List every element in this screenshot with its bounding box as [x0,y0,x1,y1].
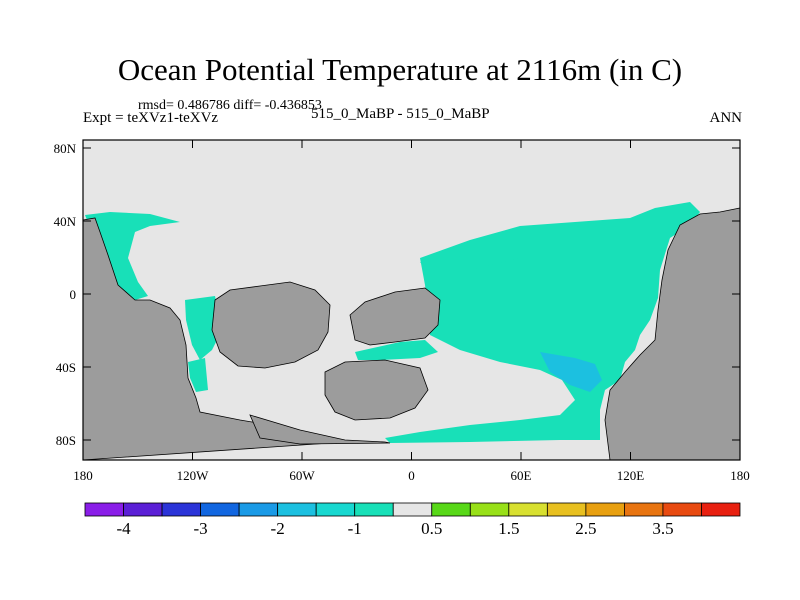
anomaly-north-band [85,212,180,300]
colorbar-label: 3.5 [652,519,673,538]
lon-label: 120W [177,468,210,483]
lon-label: 60W [289,468,315,483]
land-south-coast [249,414,391,445]
colorbar-swatch [546,502,587,517]
anomaly-central-band [355,340,438,360]
colorbar: -4 -3 -2 -1 0.5 1.5 2.5 3.5 [84,502,741,538]
season-label: ANN [709,110,743,126]
colorbar-label: -3 [194,519,208,538]
colorbar-swatch [354,502,394,517]
lat-axis: 80N 40N 0 40S 80S [54,141,740,448]
colorbar-swatch [701,502,741,517]
case-label: 515_0_MaBP - 515_0_MaBP [311,106,490,122]
lon-axis: 180 120W 60W 0 60E 120E 180 [73,140,750,483]
colorbar-label: 0.5 [421,519,442,538]
experiment-label: Expt = teXVz1-teXVz [83,110,219,126]
lon-label: 180 [73,468,93,483]
lat-label: 40N [54,214,77,229]
colorbar-swatch [508,502,548,517]
anomaly-west-patch [188,358,208,392]
colorbar-swatch [277,502,317,517]
colorbar-label: -1 [348,519,362,538]
colorbar-swatch [84,502,124,517]
anomaly-atlantic-west [185,296,222,360]
lon-label: 0 [408,468,415,483]
land-mid-block [349,287,441,346]
colorbar-label: 1.5 [498,519,519,538]
anomaly-cooler-core [540,352,602,392]
lat-label: 80N [54,141,77,156]
colorbar-swatch [161,502,201,517]
land-south-block [324,359,429,421]
colorbar-swatch [123,502,163,517]
colorbar-swatch [585,502,625,517]
land-central-block [211,281,331,369]
anomaly-north-streak [420,255,520,272]
map-title: Ocean Potential Temperature at 2116m (in… [117,52,683,87]
colorbar-swatch [392,502,433,517]
colorbar-label: -2 [271,519,285,538]
colorbar-swatch [662,502,702,517]
lat-label: 0 [70,287,77,302]
rmsd-diff-stats: rmsd= 0.486786 diff= -0.436853 [138,98,322,113]
lat-label: 80S [56,433,76,448]
lon-label: 60E [511,468,532,483]
colorbar-label: 2.5 [575,519,596,538]
colorbar-swatch [200,502,240,517]
colorbar-swatch [315,502,356,517]
colorbar-swatch [238,502,279,517]
colorbar-swatch [624,502,664,517]
land-east-continent [604,207,741,461]
colorbar-swatch [431,502,471,517]
lat-label: 40S [56,360,76,375]
lon-label: 120E [617,468,645,483]
colorbar-swatch [469,502,510,517]
lon-label: 180 [730,468,750,483]
colorbar-label: -4 [116,519,131,538]
